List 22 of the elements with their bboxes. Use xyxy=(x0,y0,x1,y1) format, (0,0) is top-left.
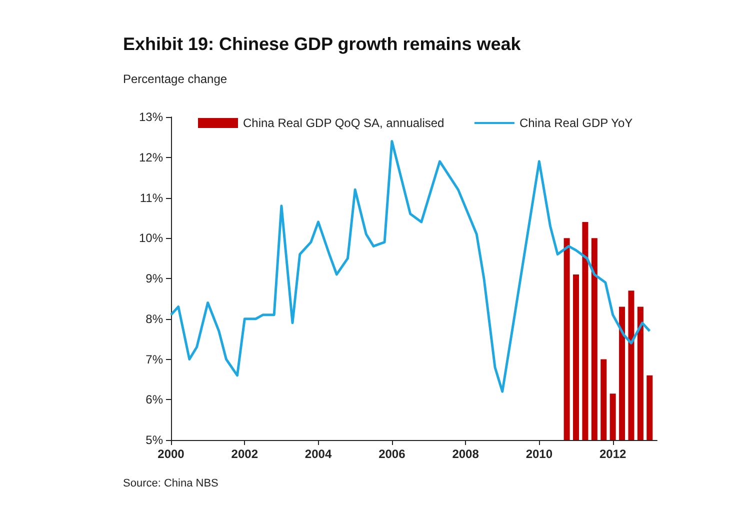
y-tick-label: 5% xyxy=(146,433,164,447)
y-tick-label: 12% xyxy=(138,150,164,164)
y-tick-label: 10% xyxy=(138,231,164,246)
x-tick-label: 2000 xyxy=(158,447,185,461)
source-note: Source: China NBS xyxy=(123,478,218,490)
y-tick-label: 6% xyxy=(146,392,164,407)
chart-title: Exhibit 19: Chinese GDP growth remains weak xyxy=(123,34,522,54)
y-tick-label: 11% xyxy=(140,190,164,205)
x-tick-label: 2002 xyxy=(231,447,258,461)
y-tick-label: 9% xyxy=(146,272,164,286)
y-axis-title: Percentage change xyxy=(123,72,228,86)
x-tick-label: 2004 xyxy=(304,447,332,461)
line-series xyxy=(170,140,651,393)
x-tick-label: 2006 xyxy=(378,447,406,461)
x-tick-label: 2012 xyxy=(599,447,626,461)
y-tick-label: 7% xyxy=(146,352,164,366)
legend-label: China Real GDP QoQ SA, annualised xyxy=(243,116,444,130)
y-tick-label: 8% xyxy=(146,312,164,326)
y-tick-label: 13% xyxy=(138,110,164,124)
x-tick-label: 2010 xyxy=(526,447,553,461)
x-tick-label: 2008 xyxy=(452,447,480,461)
legend-label: China Real GDP YoY xyxy=(519,116,633,130)
